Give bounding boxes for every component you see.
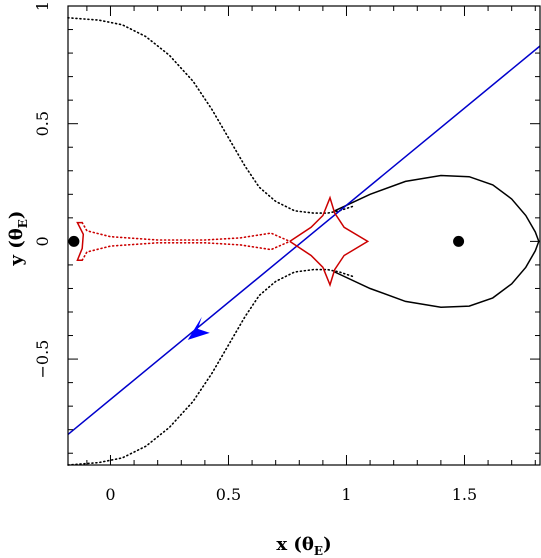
series-layer	[67, 16, 541, 466]
series-curve-2	[67, 268, 355, 466]
marker-layer	[68, 235, 465, 340]
x-tick-label: 1	[341, 485, 351, 504]
y-tick-label: 1	[33, 1, 52, 11]
series-curve-8	[76, 221, 85, 261]
lens-mass-point-2	[453, 235, 465, 247]
series-curve-5	[289, 195, 370, 288]
y-tick-label: −0.5	[33, 340, 52, 379]
y-axis-label: y (θE)	[6, 211, 30, 267]
series-curve-7	[81, 240, 291, 262]
tick-layer: 0 0.5 1 1.5 1 0.5 0 −0.5	[33, 1, 540, 504]
x-tick-label: 1.5	[452, 485, 477, 504]
x-tick-label: 0.5	[216, 485, 241, 504]
direction-arrow	[187, 316, 210, 340]
series-curve-3	[334, 174, 540, 309]
series-curve-6	[81, 221, 291, 243]
series-curve-4	[67, 45, 541, 435]
y-tick-label: 0.5	[33, 111, 52, 136]
plot-frame	[67, 5, 541, 466]
y-tick-label: 0	[33, 236, 52, 246]
axes-layer	[67, 5, 541, 466]
series-curve-1	[67, 16, 355, 214]
x-tick-label: 0	[105, 485, 115, 504]
x-axis-label: x (θE)	[276, 534, 331, 558]
